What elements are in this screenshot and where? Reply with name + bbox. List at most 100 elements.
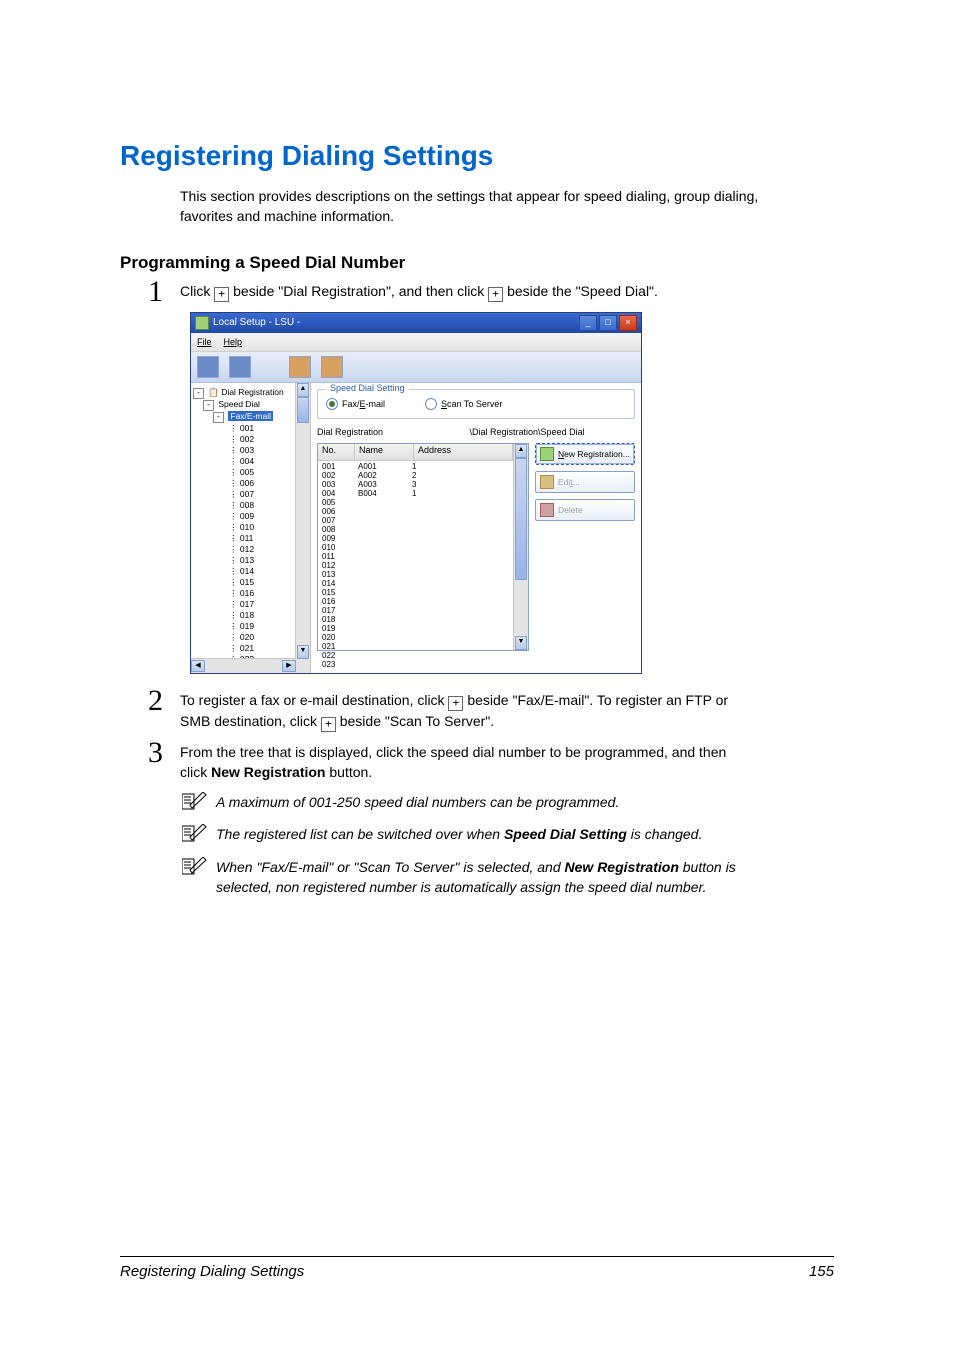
toolbar-folder-icon[interactable] — [289, 356, 311, 378]
toolbar-upload-icon[interactable] — [229, 356, 251, 378]
edit-icon — [540, 475, 554, 489]
dial-reg-path-value: \Dial Registration\Speed Dial — [470, 427, 585, 437]
app-icon — [195, 316, 209, 330]
list-row[interactable]: 010 — [318, 543, 513, 552]
minimize-button[interactable]: _ — [579, 315, 597, 331]
note-icon — [182, 824, 208, 842]
list-row[interactable]: 002A0022 — [318, 471, 513, 480]
list-row[interactable]: 004B0041 — [318, 489, 513, 498]
tree-item[interactable]: ⋮ 021 — [193, 643, 308, 654]
intro-text: This section provides descriptions on th… — [180, 186, 760, 227]
note-3-bold: New Registration — [565, 859, 679, 875]
tree-item[interactable]: ⋮ 010 — [193, 522, 308, 533]
step-3-number: 3 — [148, 736, 163, 770]
dial-list[interactable]: No. Name Address 001A0011002A0022003A003… — [317, 443, 529, 651]
list-row[interactable]: 017 — [318, 606, 513, 615]
list-row[interactable]: 014 — [318, 579, 513, 588]
step-1-text-a: Click — [180, 283, 214, 299]
window-title: Local Setup - LSU - — [213, 317, 579, 328]
tree-item[interactable]: ⋮ 001 — [193, 423, 308, 434]
list-row[interactable]: 001A0011 — [318, 462, 513, 471]
list-row[interactable]: 021 — [318, 642, 513, 651]
tree-item[interactable]: ⋮ 007 — [193, 489, 308, 500]
app-window: Local Setup - LSU - _ □ × File Help — [190, 312, 642, 674]
list-scrollbar[interactable]: ▲ ▼ — [513, 444, 528, 650]
delete-icon — [540, 503, 554, 517]
list-row[interactable]: 013 — [318, 570, 513, 579]
list-row[interactable]: 008 — [318, 525, 513, 534]
menubar: File Help — [191, 333, 641, 352]
tree-item[interactable]: ⋮ 013 — [193, 555, 308, 566]
list-row[interactable]: 018 — [318, 615, 513, 624]
scroll-thumb[interactable] — [297, 397, 309, 423]
tree-item[interactable]: ⋮ 008 — [193, 500, 308, 511]
list-row[interactable]: 003A0033 — [318, 480, 513, 489]
scroll-up-icon[interactable]: ▲ — [515, 444, 527, 458]
tree-item[interactable]: ⋮ 017 — [193, 599, 308, 610]
tree-item[interactable]: ⋮ 020 — [193, 632, 308, 643]
tree-item[interactable]: ⋮ 003 — [193, 445, 308, 456]
tree-item[interactable]: ⋮ 011 — [193, 533, 308, 544]
radio-fax-email[interactable]: Fax/E-mail — [326, 398, 385, 410]
scroll-left-icon[interactable]: ◀ — [191, 660, 205, 672]
col-name[interactable]: Name — [355, 444, 414, 460]
step-3-text-c: button. — [325, 764, 372, 780]
plus-icon: + — [214, 287, 229, 302]
tree-item[interactable]: ⋮ 016 — [193, 588, 308, 599]
delete-button[interactable]: Delete — [535, 499, 635, 521]
col-no[interactable]: No. — [318, 444, 355, 460]
list-row[interactable]: 012 — [318, 561, 513, 570]
tree-item[interactable]: - Fax/E-mail — [193, 411, 308, 423]
window-titlebar[interactable]: Local Setup - LSU - _ □ × — [191, 313, 641, 333]
step-2-text-a: To register a fax or e-mail destination,… — [180, 692, 448, 708]
list-row[interactable]: 007 — [318, 516, 513, 525]
toolbar-folder2-icon[interactable] — [321, 356, 343, 378]
tree-item[interactable]: ⋮ 019 — [193, 621, 308, 632]
tree-vertical-scrollbar[interactable]: ▲ ▼ — [295, 383, 310, 673]
step-3: 3 From the tree that is displayed, click… — [180, 742, 834, 783]
note-3-text-a: When "Fax/E-mail" or "Scan To Server" is… — [216, 859, 565, 875]
scroll-thumb[interactable] — [515, 458, 527, 580]
list-row[interactable]: 016 — [318, 597, 513, 606]
list-row[interactable]: 022 — [318, 651, 513, 660]
list-header[interactable]: No. Name Address — [318, 444, 513, 461]
tree-item[interactable]: ⋮ 012 — [193, 544, 308, 555]
tree-item[interactable]: ⋮ 009 — [193, 511, 308, 522]
list-row[interactable]: 015 — [318, 588, 513, 597]
tree-item[interactable]: ⋮ 006 — [193, 478, 308, 489]
tree-item[interactable]: ⋮ 014 — [193, 566, 308, 577]
list-row[interactable]: 005 — [318, 498, 513, 507]
tree-horizontal-scrollbar[interactable]: ◀ ▶ — [191, 658, 296, 673]
tree-item[interactable]: ⋮ 015 — [193, 577, 308, 588]
tree-item[interactable]: - Speed Dial — [193, 399, 308, 411]
tree-item[interactable]: ⋮ 018 — [193, 610, 308, 621]
tree-item[interactable]: ⋮ 004 — [193, 456, 308, 467]
col-address[interactable]: Address — [414, 444, 513, 460]
note-icon — [182, 792, 208, 810]
close-button[interactable]: × — [619, 315, 637, 331]
tree-item[interactable]: ⋮ 002 — [193, 434, 308, 445]
list-row[interactable]: 009 — [318, 534, 513, 543]
menu-help[interactable]: Help — [224, 337, 243, 347]
list-row[interactable]: 011 — [318, 552, 513, 561]
scroll-down-icon[interactable]: ▼ — [515, 636, 527, 650]
nav-tree[interactable]: - 📋 Dial Registration- Speed Dial- Fax/E… — [191, 383, 311, 673]
toolbar-download-icon[interactable] — [197, 356, 219, 378]
list-row[interactable]: 023 — [318, 660, 513, 669]
step-1-text-c: beside the "Speed Dial". — [503, 283, 658, 299]
group-legend: Speed Dial Setting — [326, 383, 409, 393]
new-registration-button[interactable]: New Registration... — [535, 443, 635, 465]
side-buttons: New Registration... Edit... Delete — [529, 443, 635, 651]
list-row[interactable]: 020 — [318, 633, 513, 642]
list-row[interactable]: 019 — [318, 624, 513, 633]
menu-file[interactable]: File — [197, 337, 212, 347]
tree-item[interactable]: ⋮ 005 — [193, 467, 308, 478]
tree-item[interactable]: - 📋 Dial Registration — [193, 387, 308, 399]
scroll-down-icon[interactable]: ▼ — [297, 645, 309, 659]
edit-button[interactable]: Edit... — [535, 471, 635, 493]
maximize-button[interactable]: □ — [599, 315, 617, 331]
scroll-up-icon[interactable]: ▲ — [297, 383, 309, 397]
list-row[interactable]: 006 — [318, 507, 513, 516]
radio-scan-to-server[interactable]: Scan To Server — [425, 398, 502, 410]
scroll-right-icon[interactable]: ▶ — [282, 660, 296, 672]
